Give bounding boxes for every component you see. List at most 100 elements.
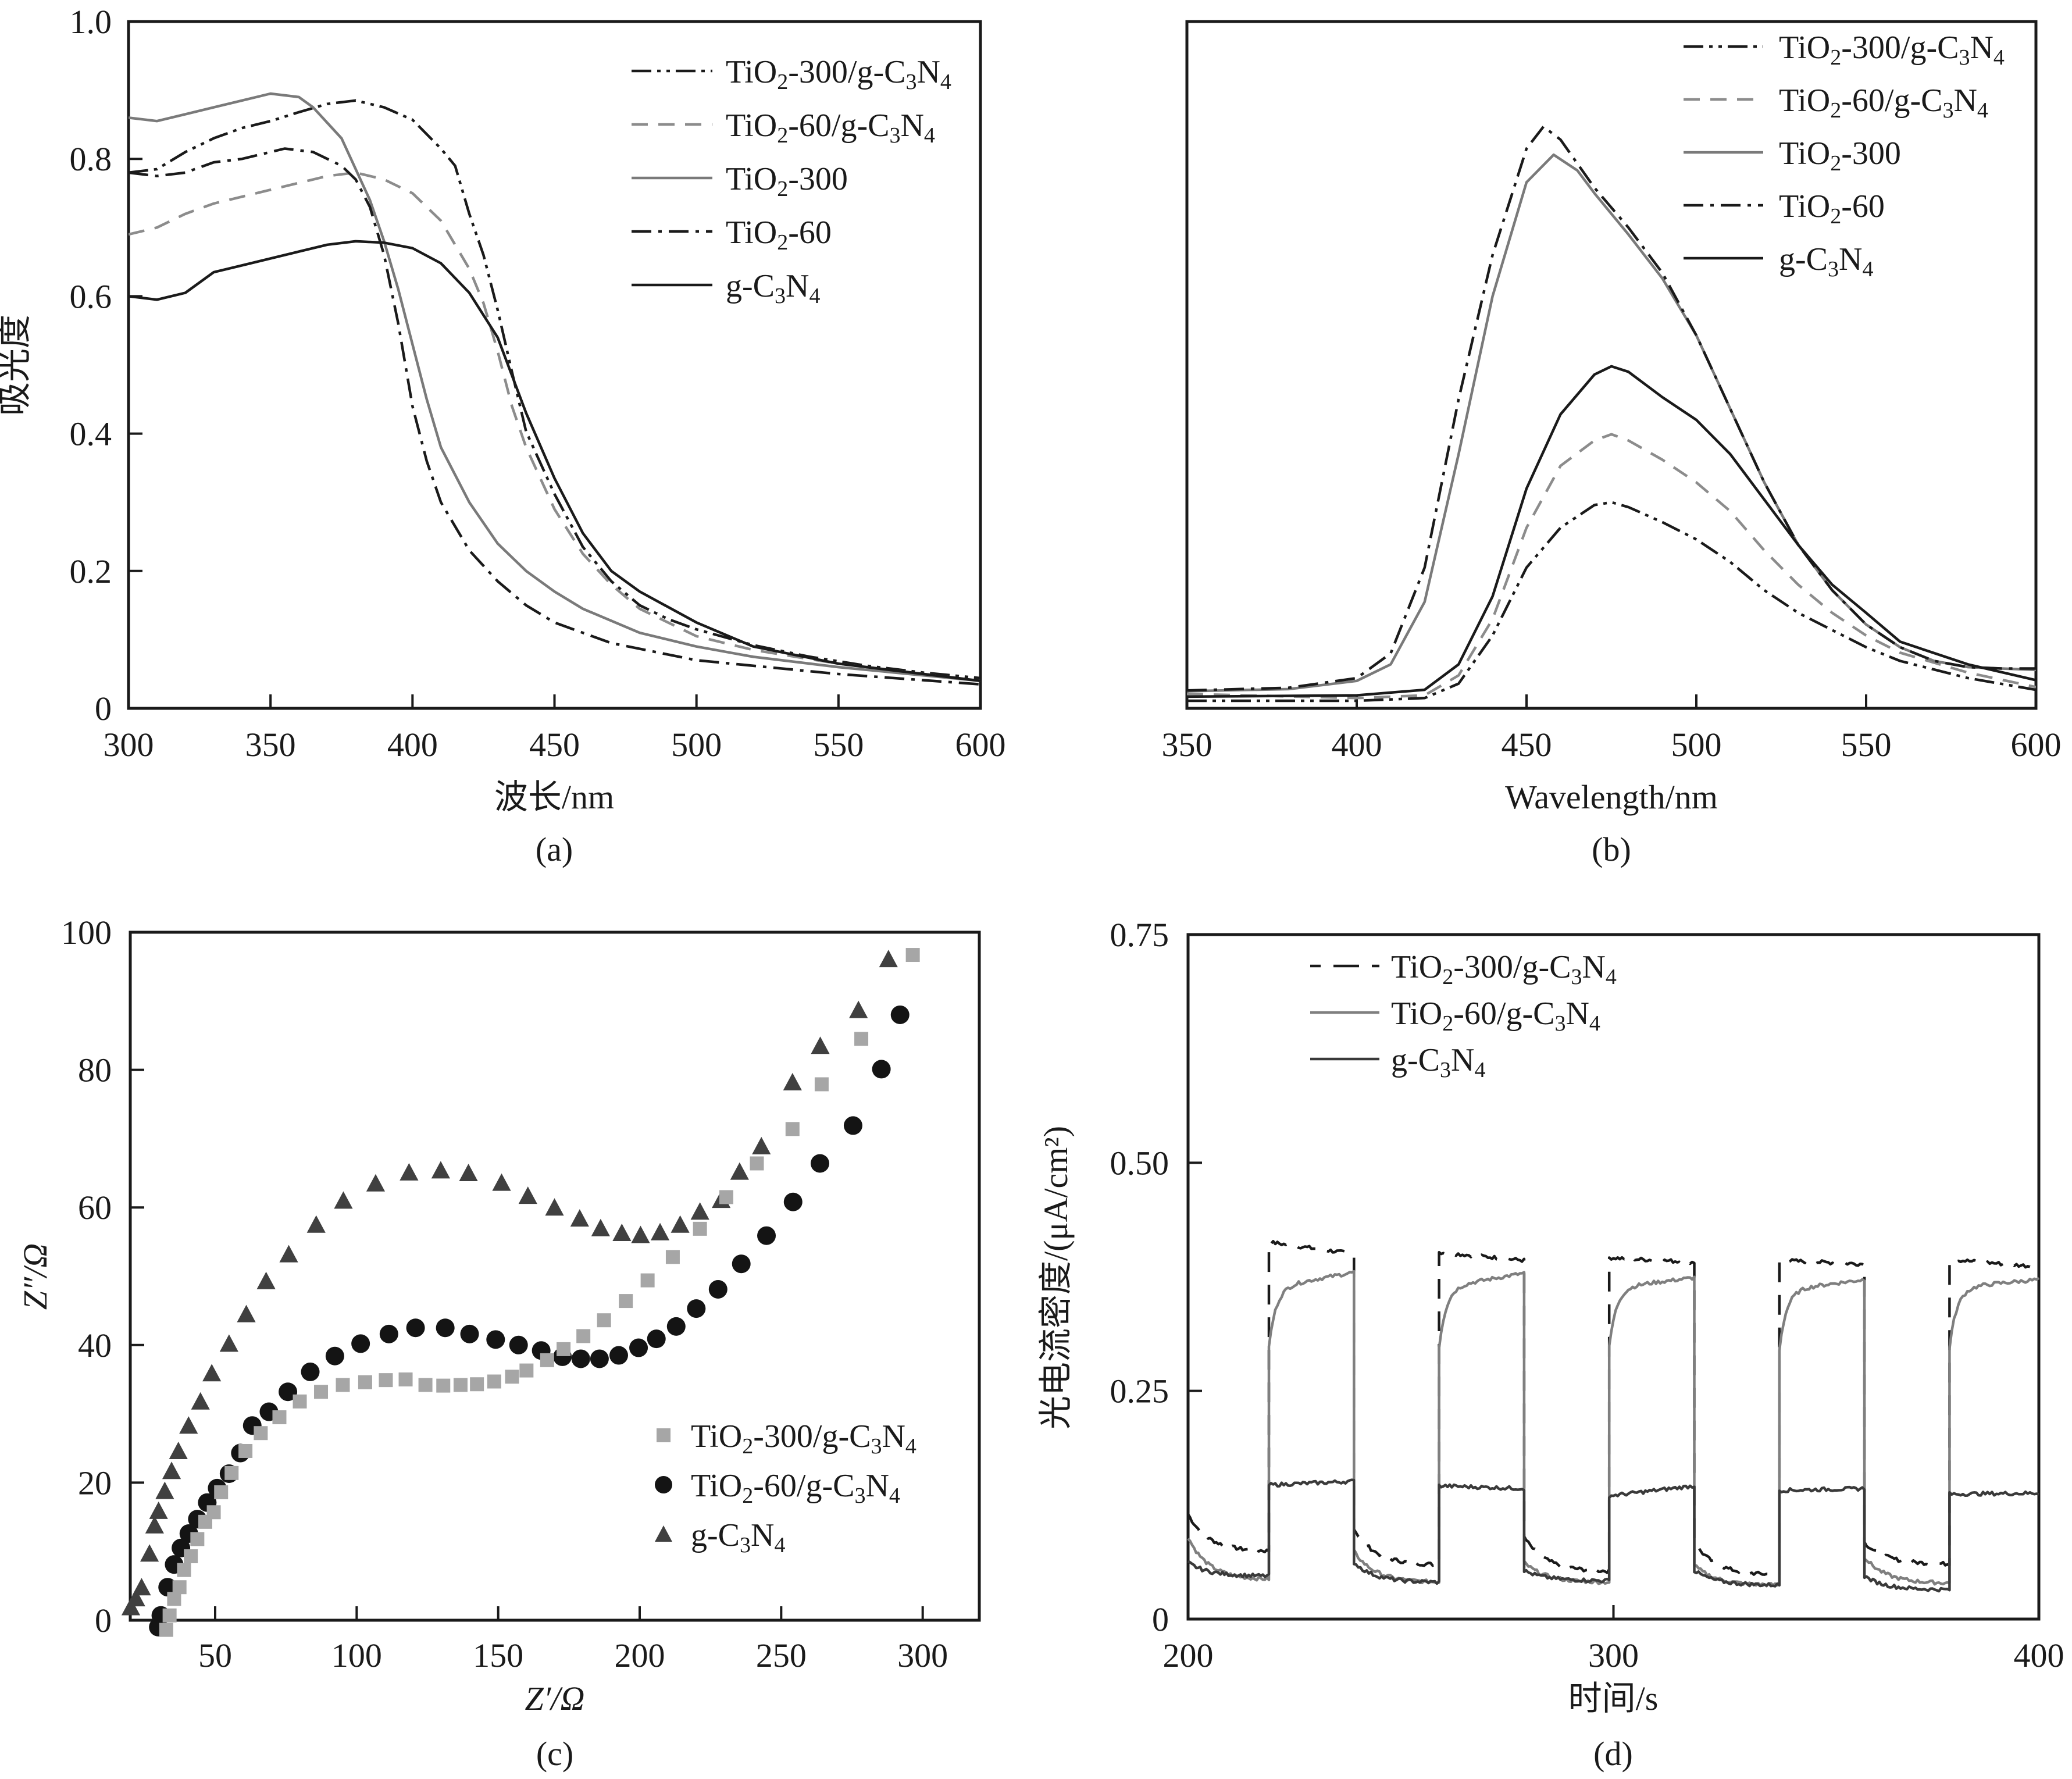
series-tio2-60-g-c3n4 — [149, 1005, 910, 1637]
data-point — [811, 1154, 830, 1173]
panel-label: (a) — [536, 830, 573, 868]
legend-label: TiO2-60 — [726, 215, 832, 255]
legend-marker-swatch — [655, 1525, 672, 1542]
data-point — [202, 1364, 222, 1382]
data-point — [177, 1563, 191, 1577]
x-tick-label: 400 — [2014, 1637, 2064, 1674]
legend: TiO2-300/g-C3N4 TiO2-60/g-C3N4 g-C3N4 — [1310, 949, 1617, 1082]
data-point — [155, 1481, 174, 1499]
data-point — [505, 1370, 519, 1384]
x-tick-label: 300 — [1588, 1637, 1639, 1674]
data-point — [629, 1338, 648, 1357]
data-point — [301, 1362, 320, 1381]
x-tick-label: 500 — [1671, 726, 1722, 764]
data-point — [162, 1608, 177, 1623]
data-point — [158, 1578, 177, 1597]
data-point — [172, 1580, 187, 1595]
data-point — [237, 1304, 256, 1322]
legend-label: g-C3N4 — [1779, 241, 1873, 281]
x-tick-label: 400 — [1332, 726, 1382, 764]
legend-label: TiO2-300/g-C3N4 — [1779, 30, 2005, 70]
legend-marker-swatch — [655, 1476, 672, 1493]
data-point — [509, 1335, 528, 1354]
x-tick-label: 250 — [756, 1637, 807, 1674]
series-line-tio2-300 — [129, 92, 980, 683]
data-point — [206, 1505, 221, 1520]
plot-area — [1187, 125, 2036, 703]
x-tick-label: 400 — [387, 726, 438, 764]
legend-label: g-C3N4 — [1391, 1042, 1485, 1082]
x-tick-label: 300 — [897, 1637, 948, 1674]
data-point — [470, 1377, 484, 1392]
x-tick-label: 100 — [331, 1637, 382, 1674]
data-point — [132, 1578, 151, 1596]
series-line-tio2-60 — [1187, 125, 2036, 692]
data-point — [254, 1426, 268, 1441]
data-point — [334, 1191, 353, 1209]
data-point — [732, 1254, 751, 1274]
legend: TiO2-300/g-C3N4 TiO2-60/g-C3N4 TiO2-300 TiO… — [632, 54, 951, 308]
data-point — [272, 1410, 287, 1425]
x-tick-label: 300 — [104, 726, 154, 764]
x-tick-label: 550 — [1841, 726, 1892, 764]
data-point — [487, 1374, 501, 1389]
data-point — [849, 1000, 868, 1018]
data-point — [121, 1598, 141, 1616]
panel-label: (b) — [1592, 830, 1631, 868]
data-point — [238, 1443, 253, 1458]
data-point — [460, 1324, 479, 1343]
x-tick-label: 550 — [813, 726, 864, 764]
plot-area — [1187, 1239, 2040, 1593]
data-point — [750, 1156, 764, 1171]
series-line-tio2-60-g-c3n4 — [1187, 1270, 2040, 1588]
data-point — [169, 1441, 188, 1459]
y-tick-label: 1.0 — [70, 3, 112, 41]
y-tick-label: 0.8 — [70, 140, 112, 178]
data-point — [379, 1373, 393, 1388]
series-tio2-300-g-c3n4 — [159, 948, 920, 1637]
series-line-tio2-300 — [1187, 153, 2036, 693]
data-point — [693, 1221, 707, 1236]
x-tick-label: 600 — [2011, 726, 2062, 764]
data-point — [400, 1163, 419, 1181]
series-line-tio2-60-g-c3n4 — [129, 171, 980, 683]
data-point — [640, 1273, 655, 1288]
x-tick-label: 350 — [245, 726, 296, 764]
data-point — [612, 1223, 632, 1241]
x-axis-label: 波长/nm — [494, 778, 614, 816]
data-point — [314, 1385, 329, 1399]
data-point — [126, 1589, 145, 1607]
data-point — [591, 1218, 610, 1236]
legend-marker-swatch — [657, 1428, 671, 1442]
data-point — [431, 1161, 450, 1179]
data-point — [609, 1346, 628, 1365]
data-point — [398, 1372, 413, 1386]
legend-label: TiO2-60/g-C3N4 — [1391, 996, 1600, 1036]
data-point — [540, 1353, 554, 1367]
plot-area — [121, 948, 920, 1637]
y-tick-label: 0.6 — [70, 277, 112, 315]
data-point — [336, 1378, 350, 1392]
series-line-tio2-300-g-c3n4 — [129, 99, 980, 680]
data-point — [279, 1245, 298, 1263]
data-point — [140, 1544, 159, 1562]
legend-label: TiO2-60/g-C3N4 — [726, 108, 935, 148]
series-line-g-c3n4 — [129, 240, 980, 683]
data-point — [379, 1324, 398, 1343]
data-point — [708, 1279, 727, 1299]
data-point — [785, 1122, 800, 1136]
data-point — [325, 1346, 344, 1366]
data-point — [453, 1378, 468, 1392]
data-point — [486, 1330, 505, 1349]
panel-label: (c) — [536, 1735, 573, 1773]
data-point — [665, 1250, 680, 1264]
data-point — [306, 1215, 326, 1233]
legend-label: g-C3N4 — [691, 1517, 785, 1557]
data-point — [872, 1060, 891, 1079]
y-tick-label: 0.2 — [70, 552, 112, 590]
legend-label: TiO2-60/g-C3N4 — [1779, 83, 1988, 123]
series-line-tio2-60-g-c3n4 — [1187, 433, 2036, 700]
data-point — [167, 1592, 181, 1606]
data-point — [576, 1329, 591, 1343]
data-point — [905, 948, 920, 962]
